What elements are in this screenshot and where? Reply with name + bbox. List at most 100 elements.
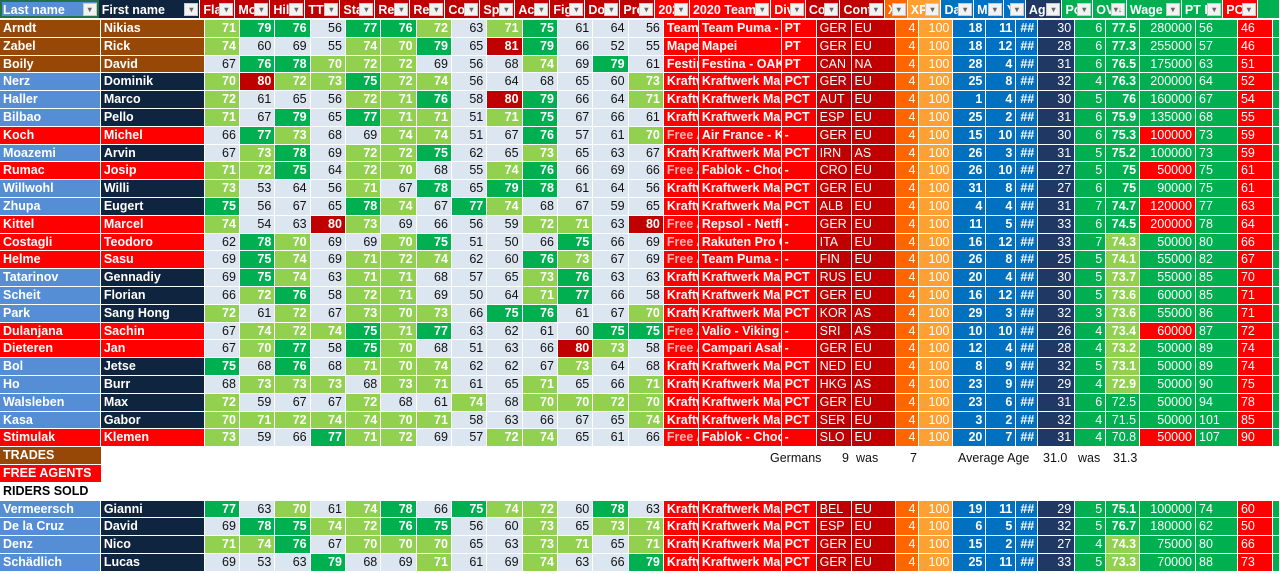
age-cell[interactable]: 31 — [1038, 197, 1076, 215]
stat-cell-cobble[interactable]: 62 — [451, 251, 488, 269]
stat-cell-hill[interactable]: 76 — [275, 286, 311, 304]
stat-cell-stage[interactable]: 71 — [345, 429, 382, 447]
filter-dropdown-icon[interactable]: ▾ — [1241, 3, 1256, 16]
xp-cell[interactable]: 100 — [919, 144, 954, 162]
stat-cell-flat[interactable]: 71 — [204, 20, 240, 37]
country-cell[interactable]: SER — [816, 411, 852, 429]
last-name-cell[interactable]: Stimulak — [0, 429, 101, 447]
country-cell[interactable]: SLO — [816, 429, 852, 447]
filter-dropdown-icon[interactable]: ▾ — [324, 3, 339, 16]
overall-cell[interactable]: 77.5 — [1106, 20, 1141, 37]
wage-cell[interactable]: 50000 — [1140, 162, 1197, 180]
division-cell[interactable]: PCT — [781, 553, 817, 571]
age-cell[interactable]: 28 — [1038, 340, 1076, 358]
stat-cell-acceleration[interactable]: 66 — [522, 340, 558, 358]
overall-cell[interactable]: 76 — [1106, 91, 1141, 108]
stat-cell-sprint[interactable]: 65 — [487, 269, 523, 286]
potential-cell[interactable]: 6 — [1075, 393, 1107, 411]
country-cell[interactable]: HKG — [816, 375, 852, 393]
legend-riders-sold[interactable]: RIDERS SOLD — [3, 483, 89, 498]
stat-cell-sprint[interactable]: 74 — [487, 197, 523, 215]
year-cell[interactable]: ## — [1016, 251, 1039, 269]
month-cell[interactable]: 5 — [986, 518, 1017, 536]
age-cell[interactable]: 25 — [1038, 251, 1076, 269]
stat-cell-downhill[interactable]: 66 — [593, 375, 629, 393]
x-cell[interactable]: 4 — [896, 73, 920, 91]
stat-cell-recovery[interactable]: 69 — [416, 286, 452, 304]
division-cell[interactable]: - — [781, 233, 817, 251]
month-cell[interactable]: 4 — [986, 269, 1017, 286]
x-cell[interactable]: 4 — [896, 411, 920, 429]
header-continent[interactable]: Cont ▾ — [840, 0, 885, 18]
team-2021-cell[interactable]: Kraftw — [663, 180, 699, 197]
overflow-cell[interactable] — [1272, 108, 1280, 126]
last-name-cell[interactable]: Scheit — [0, 286, 101, 304]
stat-cell-cobble[interactable]: 58 — [451, 91, 488, 108]
pt-rank-cell[interactable]: 86 — [1196, 304, 1238, 322]
filter-dropdown-icon[interactable]: ▾ — [499, 3, 514, 16]
overflow-cell[interactable] — [1272, 126, 1280, 144]
stat-cell-recovery[interactable]: 72 — [416, 20, 452, 37]
overflow-cell[interactable] — [1272, 162, 1280, 180]
pt-rank-cell[interactable]: 88 — [1196, 553, 1238, 571]
x-cell[interactable]: 4 — [896, 251, 920, 269]
stat-cell-tt[interactable]: 70 — [310, 55, 346, 73]
continent-cell[interactable]: EU — [851, 500, 897, 518]
pt-rank-cell[interactable]: 63 — [1196, 55, 1238, 73]
stat-cell-prologue[interactable]: 75 — [628, 322, 664, 340]
first-name-cell[interactable]: Gabor — [100, 411, 205, 429]
stat-cell-resistance[interactable]: 70 — [381, 304, 417, 322]
stat-cell-resistance[interactable]: 74 — [381, 197, 417, 215]
stat-cell-cobble[interactable]: 50 — [451, 286, 488, 304]
stat-cell-recovery[interactable]: 69 — [416, 55, 452, 73]
first-name-cell[interactable]: Jetse — [100, 358, 205, 375]
country-cell[interactable]: GER — [816, 340, 852, 358]
pt-rank-cell[interactable]: 89 — [1196, 340, 1238, 358]
overflow-cell[interactable] — [1272, 304, 1280, 322]
overflow-cell[interactable] — [1272, 20, 1280, 37]
stat-cell-downhill[interactable]: 66 — [593, 553, 629, 571]
overflow-cell[interactable] — [1272, 393, 1280, 411]
stat-cell-tt[interactable]: 73 — [310, 375, 346, 393]
header-2020-team[interactable]: 2020 Team ▾ — [689, 0, 772, 18]
stat-cell-cobble[interactable]: 63 — [451, 322, 488, 340]
division-cell[interactable]: PCT — [781, 358, 817, 375]
stat-cell-cobble[interactable]: 61 — [451, 375, 488, 393]
stat-cell-tt[interactable]: 69 — [310, 144, 346, 162]
stat-cell-flat[interactable]: 67 — [204, 55, 240, 73]
stat-cell-acceleration[interactable]: 61 — [522, 322, 558, 340]
stat-cell-prologue[interactable]: 69 — [628, 251, 664, 269]
stat-cell-sprint[interactable]: 60 — [487, 518, 523, 536]
wage-cell[interactable]: 60000 — [1140, 286, 1197, 304]
last-name-cell[interactable]: Willwohl — [0, 180, 101, 197]
stat-cell-prologue[interactable]: 69 — [628, 233, 664, 251]
division-cell[interactable]: PCT — [781, 144, 817, 162]
overflow-cell[interactable] — [1272, 286, 1280, 304]
year-cell[interactable]: ## — [1016, 126, 1039, 144]
division-cell[interactable]: - — [781, 126, 817, 144]
header-month[interactable]: M ▾ — [974, 0, 1004, 18]
division-cell[interactable]: PCT — [781, 500, 817, 518]
first-name-cell[interactable]: Klemen — [100, 429, 205, 447]
stat-cell-mountain[interactable]: 63 — [239, 500, 276, 518]
header-stat-acceleration[interactable]: Ac ▾ — [515, 0, 551, 18]
stat-cell-mountain[interactable]: 68 — [239, 358, 276, 375]
potential-cell[interactable]: 5 — [1075, 518, 1107, 536]
division-cell[interactable]: PCT — [781, 91, 817, 108]
stat-cell-prologue[interactable]: 74 — [628, 411, 664, 429]
header-stat-cobble[interactable]: Co ▾ — [445, 0, 481, 18]
stat-cell-flat[interactable]: 74 — [204, 215, 240, 233]
stat-cell-mountain[interactable]: 79 — [239, 20, 276, 37]
stat-cell-tt[interactable]: 80 — [310, 215, 346, 233]
year-cell[interactable]: ## — [1016, 37, 1039, 55]
country-cell[interactable]: GER — [816, 286, 852, 304]
last-name-cell[interactable]: De la Cruz — [0, 518, 101, 536]
overall-cell[interactable]: 70.8 — [1106, 429, 1141, 447]
stat-cell-resistance[interactable]: 70 — [381, 536, 417, 553]
month-cell[interactable]: 6 — [986, 393, 1017, 411]
stat-cell-tt[interactable]: 79 — [310, 553, 346, 571]
stat-cell-resistance[interactable]: 71 — [381, 269, 417, 286]
stat-cell-downhill[interactable]: 79 — [593, 55, 629, 73]
age-cell[interactable]: 29 — [1038, 375, 1076, 393]
xp-cell[interactable]: 100 — [919, 269, 954, 286]
